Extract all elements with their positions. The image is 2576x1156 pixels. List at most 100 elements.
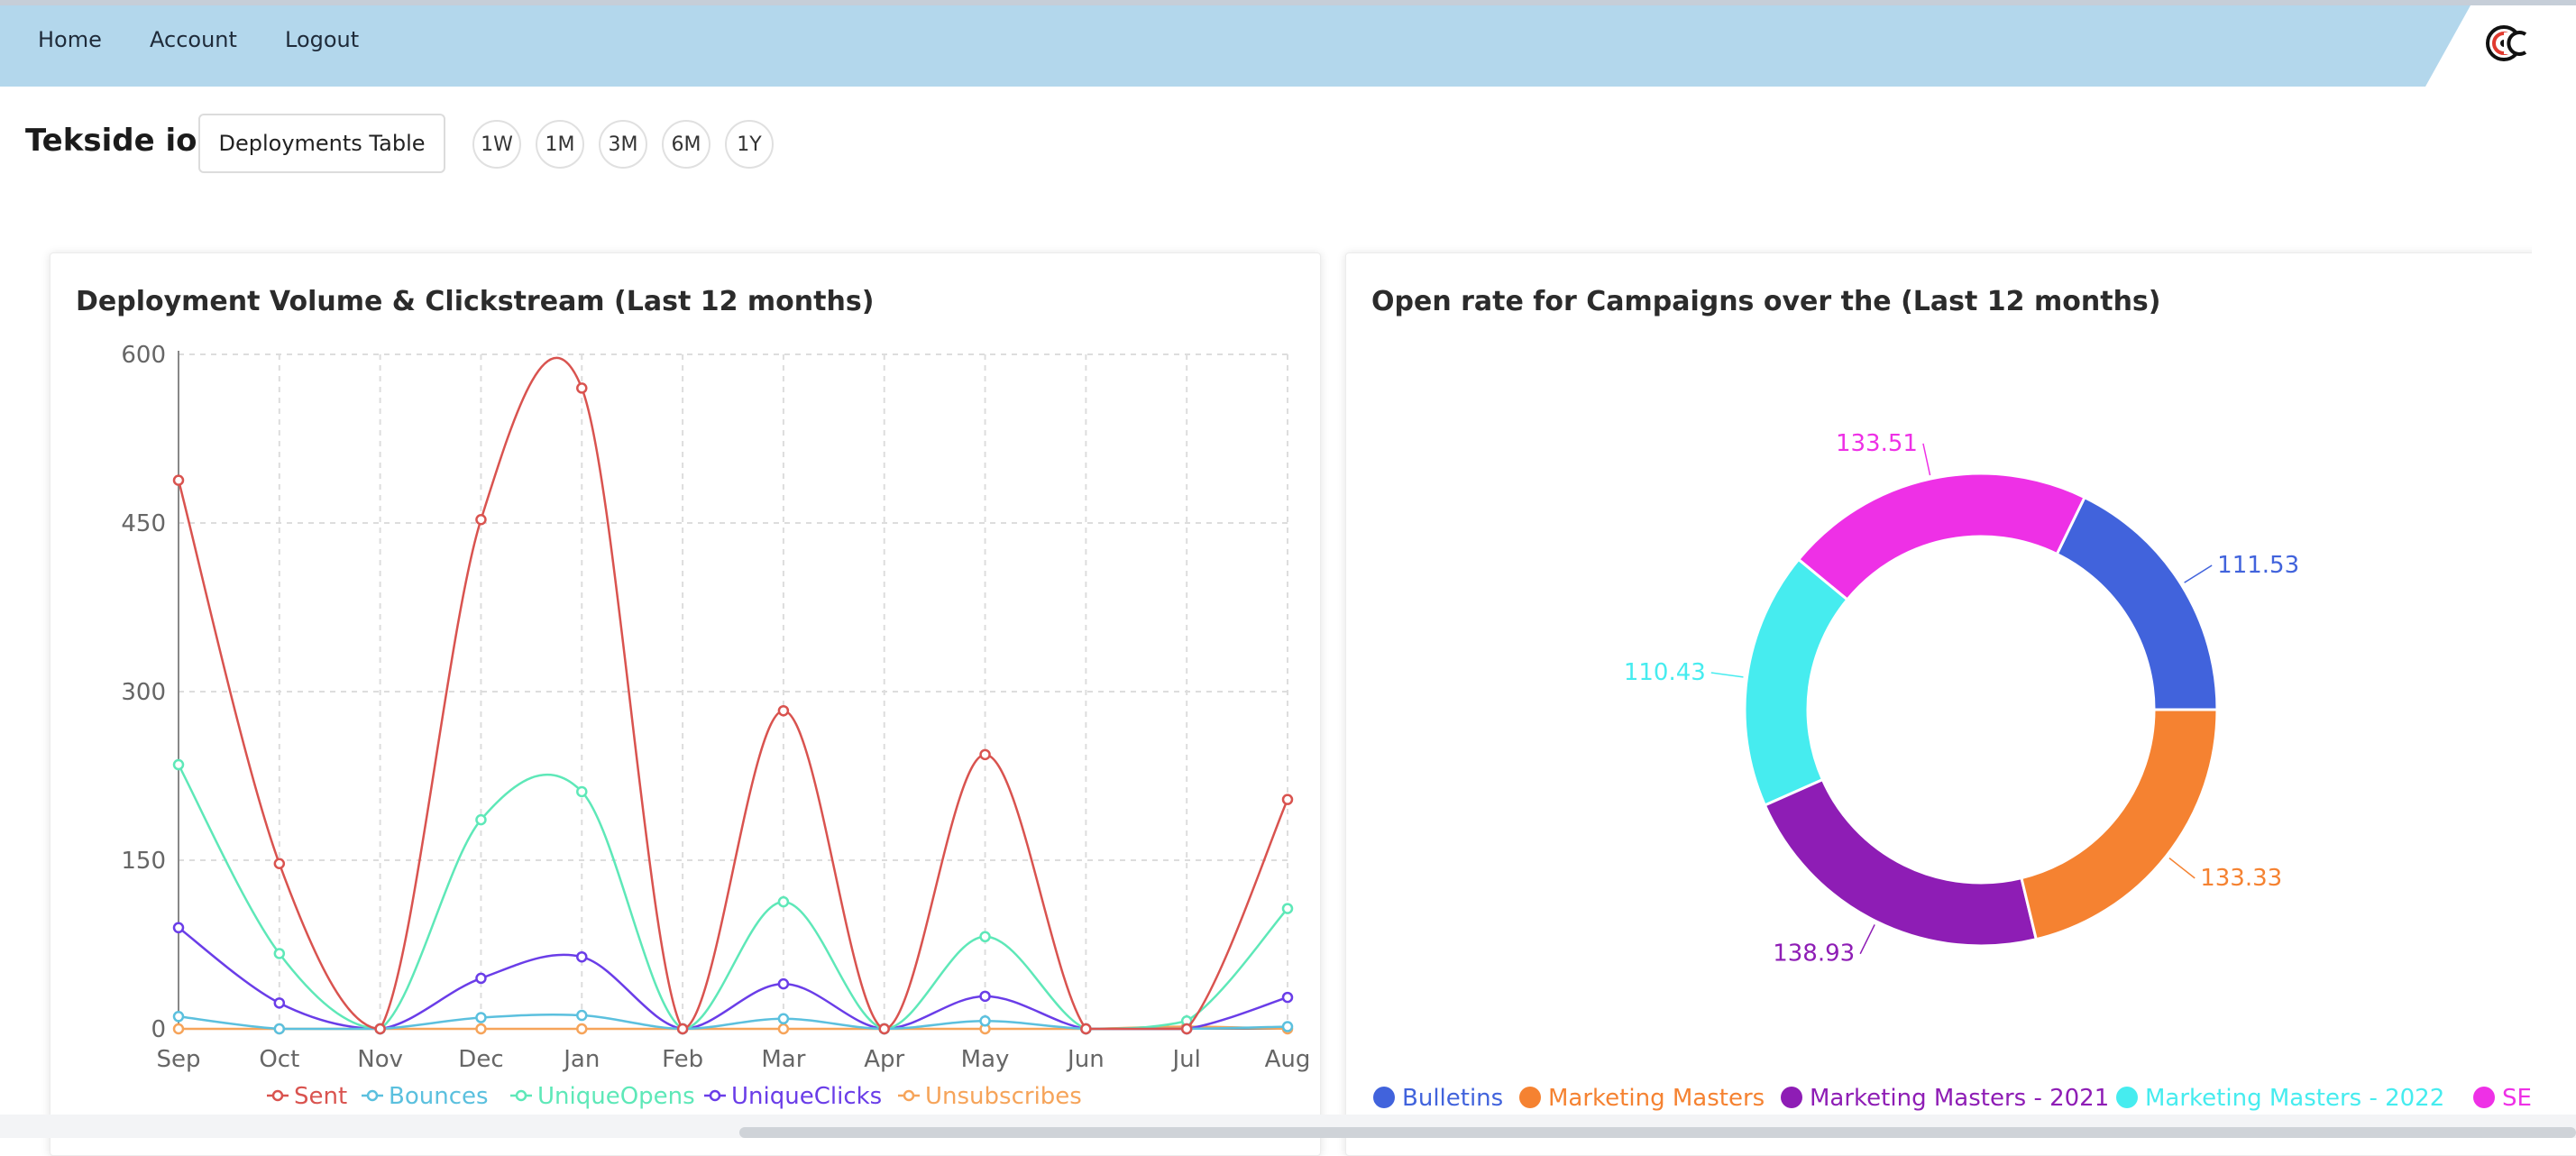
donut-slice-marketing-masters (2020, 708, 2219, 941)
data-point-sent (576, 382, 588, 394)
legend-label: Unsubscribes (925, 1083, 1082, 1110)
slice-value-label: 133.33 (2200, 865, 2282, 892)
legend-item-bounces: Bounces (362, 1083, 489, 1110)
data-point-uniqueclicks (172, 922, 185, 934)
nav-home-link[interactable]: Home (38, 27, 102, 52)
data-point-uniqueopens (979, 931, 991, 943)
legend-item-bulletins: Bulletins (1373, 1085, 1503, 1112)
nav-account-link[interactable]: Account (150, 27, 237, 52)
data-point-uniqueclicks (979, 990, 991, 1003)
legend-label: Bulletins (1402, 1085, 1503, 1112)
legend-dot-icon (515, 1089, 527, 1102)
line-chart-card: Deployment Volume & Clickstream (Last 12… (50, 252, 1321, 1156)
legend-label: Marketing Masters - 2022 (2145, 1085, 2444, 1112)
page-title: Tekside io (25, 123, 197, 159)
slice-value-label: 111.53 (2217, 552, 2299, 579)
legend-item-marketing-masters-2021: Marketing Masters - 2021 (1781, 1085, 2109, 1112)
slice-label-leader (1922, 443, 1931, 476)
data-point-uniqueclicks (273, 997, 286, 1009)
horizontal-scrollbar-thumb[interactable] (739, 1127, 2576, 1138)
x-tick-label: Dec (458, 1046, 503, 1073)
navbar-background (0, 5, 2471, 87)
data-point-uniqueclicks (1281, 991, 1294, 1004)
slice-label-leader (1710, 672, 1744, 678)
legend-item-uniqueopens: UniqueOpens (510, 1083, 695, 1110)
y-tick-label: 300 (121, 679, 166, 706)
x-tick-label: Sep (156, 1046, 200, 1073)
data-point-bounces (172, 1011, 185, 1023)
legend-item-se: SE (2473, 1085, 2532, 1112)
range-1m-button[interactable]: 1M (536, 120, 584, 169)
legend-item-marketing-masters: Marketing Masters (1519, 1085, 1765, 1112)
legend-item-marketing-masters-2022: Marketing Masters - 2022 (2116, 1085, 2444, 1112)
viewport-edge (2532, 87, 2576, 1138)
data-point-sent (273, 858, 286, 869)
donut-slice-marketing-masters-2022 (1743, 557, 1849, 807)
legend-dot-icon (903, 1089, 915, 1102)
legend-label: Marketing Masters - 2021 (1810, 1085, 2109, 1112)
x-tick-label: Nov (357, 1046, 403, 1073)
donut-chart: 111.53 133.51 110.43 138.93 133.33 Bulletins M… (1373, 430, 2532, 1112)
data-point-uniqueopens (273, 948, 286, 959)
legend-dot-icon (271, 1089, 284, 1102)
data-point-sent (475, 514, 487, 526)
donut-slice-bulletins (2055, 495, 2219, 711)
data-point-unsubscribes (576, 1023, 588, 1035)
x-tick-label: Oct (259, 1046, 299, 1073)
legend-label: Bounces (389, 1083, 489, 1110)
y-tick-label: 600 (121, 342, 166, 369)
nav-logout-link[interactable]: Logout (285, 27, 360, 52)
legend-dot-icon (2473, 1087, 2495, 1108)
data-point-sent (979, 748, 991, 761)
donut-slice-se (1796, 472, 2087, 602)
donut-chart-title: Open rate for Campaigns over the (Last 1… (1371, 286, 2161, 317)
range-6m-button[interactable]: 6M (662, 120, 710, 169)
top-stripe (0, 0, 2576, 5)
data-point-uniqueopens (576, 785, 588, 798)
data-point-sent (777, 704, 790, 717)
slice-value-label: 138.93 (1773, 940, 1855, 968)
y-tick-label: 450 (121, 510, 166, 537)
legend-dot-icon (1781, 1087, 1802, 1108)
donut-slice-marketing-masters-2021 (1763, 777, 2039, 948)
data-point-bounces (1281, 1021, 1294, 1032)
x-tick-label: Aug (1265, 1046, 1311, 1073)
x-tick-label: Jul (1170, 1046, 1200, 1073)
line-chart: 0 150 300 450 600 Sep Oct Nov Dec Jan Feb Mar Apr May… (121, 342, 1311, 1110)
legend-dot-icon (709, 1089, 721, 1102)
data-point-unsubscribes (475, 1023, 487, 1035)
series-line-uniqueopens (177, 764, 1288, 1031)
x-tick-label: May (961, 1046, 1010, 1073)
x-tick-label: Jun (1066, 1046, 1105, 1073)
x-tick-label: Feb (662, 1046, 703, 1073)
brand-logo-icon[interactable] (2484, 20, 2531, 67)
data-point-uniqueopens (777, 895, 790, 908)
range-3m-button[interactable]: 3M (599, 120, 647, 169)
x-tick-label: Jan (562, 1046, 600, 1073)
slice-label-leader (2168, 858, 2196, 879)
legend-dot-icon (366, 1089, 379, 1102)
slice-label-leader (1859, 924, 1875, 955)
range-1w-button[interactable]: 1W (472, 120, 521, 169)
data-point-sent (1180, 1023, 1193, 1035)
slice-value-label: 110.43 (1624, 659, 1706, 686)
deployments-table-button[interactable]: Deployments Table (198, 114, 445, 173)
legend-label: UniqueOpens (537, 1083, 695, 1110)
legend-label: Sent (294, 1083, 347, 1110)
range-1y-button[interactable]: 1Y (725, 120, 774, 169)
legend-label: UniqueClicks (731, 1083, 882, 1110)
data-point-uniqueopens (1281, 903, 1294, 914)
slice-label-leader (2184, 564, 2213, 583)
data-point-bounces (273, 1023, 286, 1035)
data-point-unsubscribes (172, 1023, 185, 1035)
data-point-uniqueopens (172, 758, 185, 771)
data-point-uniqueopens (475, 813, 487, 826)
donut-chart-card: Open rate for Campaigns over the (Last 1… (1345, 252, 2576, 1156)
slice-value-label: 133.51 (1836, 430, 1918, 457)
data-point-uniqueclicks (777, 977, 790, 990)
data-point-bounces (979, 1015, 991, 1027)
data-point-sent (1080, 1023, 1092, 1035)
legend-item-unsubscribes: Unsubscribes (898, 1083, 1082, 1110)
top-navbar: Home Account Logout (0, 0, 2576, 87)
data-point-bounces (777, 1013, 790, 1025)
